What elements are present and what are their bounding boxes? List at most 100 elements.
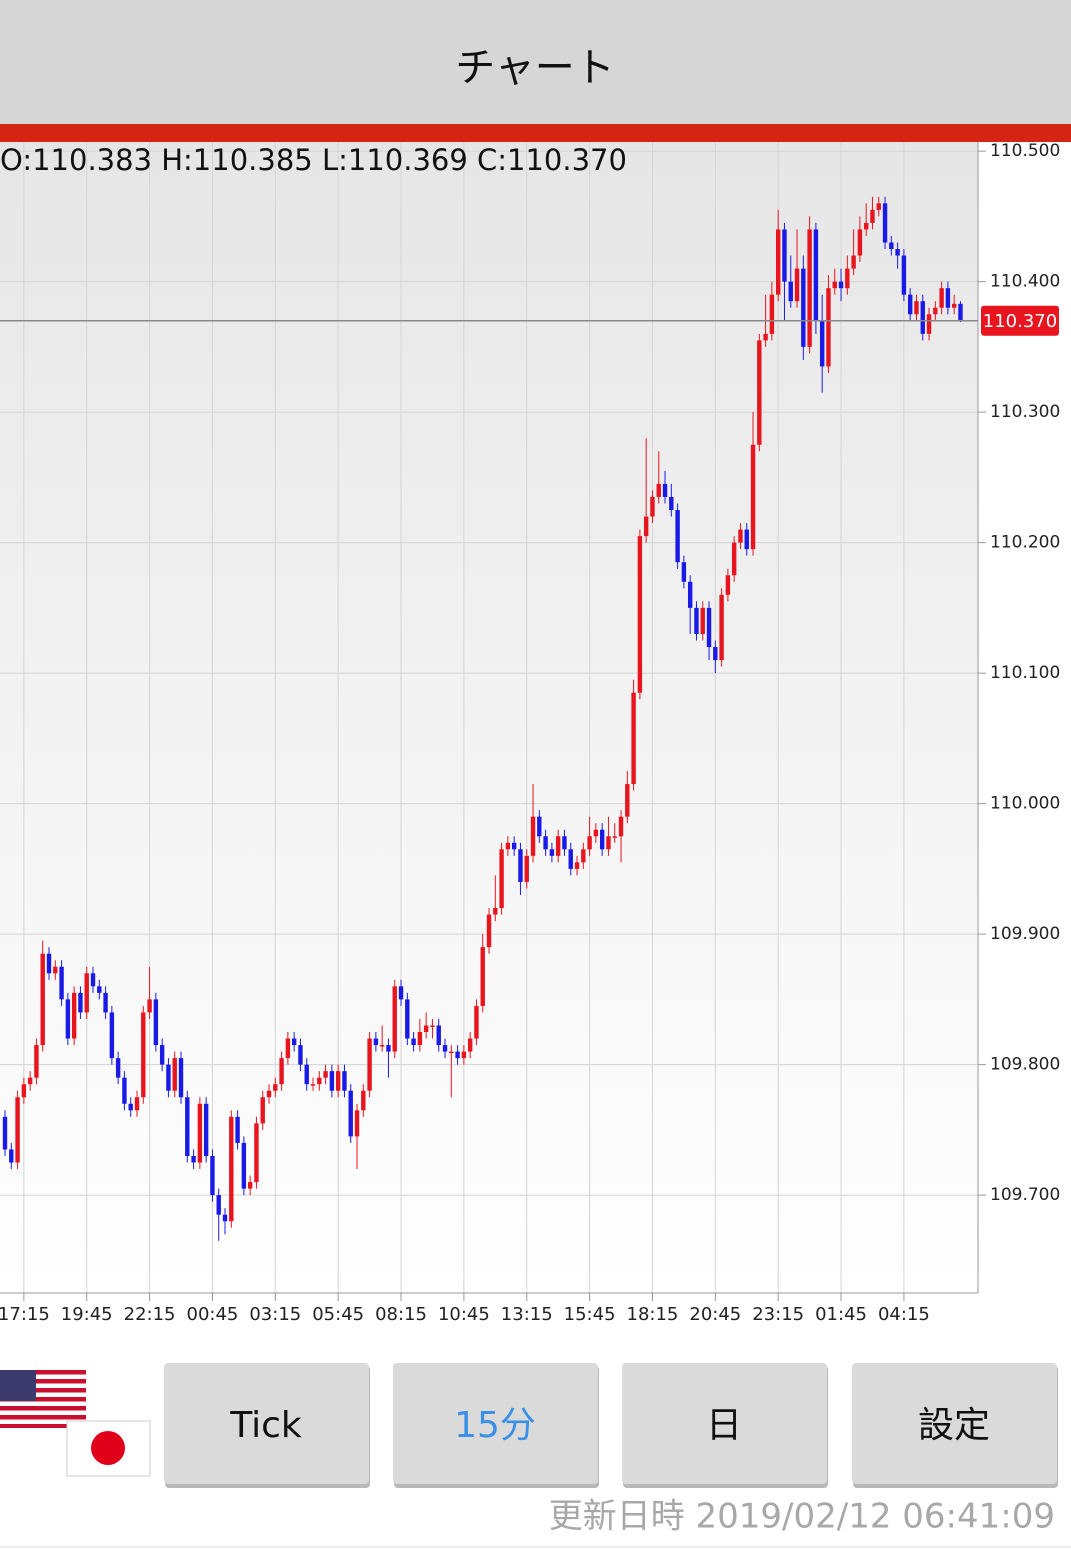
candle-body [631, 692, 636, 785]
last-price-box [981, 305, 1059, 336]
header-bar [0, 0, 1071, 124]
candle-body [493, 908, 498, 915]
candle-body [185, 1097, 190, 1156]
candle-body [851, 255, 856, 269]
candle-body [769, 294, 775, 334]
candle-body [65, 999, 71, 1039]
candle-body [763, 333, 768, 341]
candle-body [807, 229, 812, 347]
accent-bar [0, 124, 1071, 142]
button-face[interactable] [622, 1363, 827, 1484]
candle-body [90, 973, 96, 987]
candle-body [581, 849, 586, 863]
candle-body [713, 647, 718, 661]
candle-body [700, 607, 705, 634]
candle-body [794, 268, 800, 302]
candle-body [430, 1025, 435, 1027]
button-label[interactable]: Tick [229, 1405, 302, 1446]
x-tick-label: 05:45 [312, 1304, 364, 1325]
x-tick-label: 20:45 [689, 1304, 741, 1325]
candle-body [738, 529, 743, 543]
candle-body [775, 229, 781, 295]
x-tick-label: 19:45 [61, 1304, 113, 1325]
candle-body [367, 1038, 372, 1091]
candle-body [417, 1032, 423, 1046]
candle-body [134, 1097, 140, 1111]
plot-area [0, 142, 978, 1293]
candle-body [530, 816, 536, 856]
candle-body [260, 1097, 265, 1124]
candle-body [882, 203, 888, 243]
candle-body [587, 836, 592, 850]
y-tick-label: 110.500 [990, 141, 1060, 161]
candle-body [53, 966, 58, 974]
x-tick-label: 23:15 [752, 1304, 804, 1325]
header-title: チャート [455, 45, 615, 91]
tab-button[interactable]: Tick [164, 1363, 370, 1488]
candle-body [499, 849, 504, 909]
button-label[interactable]: 設定 [918, 1405, 990, 1446]
candle-body [845, 268, 850, 289]
candle-body [694, 607, 699, 634]
candle-body [951, 303, 957, 308]
candle-body [618, 816, 624, 837]
candle-body [109, 1012, 115, 1059]
candle-body [901, 255, 907, 295]
candle-body [159, 1045, 165, 1065]
button-label[interactable]: 日 [706, 1405, 742, 1446]
candle-body [568, 849, 573, 869]
candle-body [304, 1064, 309, 1085]
x-tick-label: 15:45 [564, 1304, 616, 1325]
candle-body [474, 1005, 479, 1039]
candle-body [819, 320, 825, 367]
candle-body [2, 1116, 8, 1150]
candle-body [153, 999, 159, 1046]
candle-body [455, 1051, 460, 1059]
candle-body [379, 1045, 385, 1047]
candle-body [505, 842, 511, 850]
candle-body [122, 1077, 127, 1104]
candle-body [907, 294, 913, 315]
candle-body [241, 1142, 247, 1189]
candle-body [537, 816, 542, 837]
candle-body [574, 862, 580, 869]
us-flag [0, 1370, 86, 1428]
candle-body [335, 1071, 341, 1091]
candle-body [801, 268, 806, 347]
candle-body [625, 784, 630, 817]
button-face[interactable] [164, 1363, 369, 1484]
button-face[interactable] [393, 1363, 598, 1484]
candle-body [480, 947, 485, 1006]
candle-body [34, 1045, 39, 1078]
candle-body [562, 836, 567, 850]
candle-body [744, 529, 749, 550]
candle-body [486, 914, 492, 948]
candle-body [27, 1077, 33, 1085]
candle-body [889, 242, 894, 250]
tab-button[interactable]: 日 [622, 1363, 828, 1488]
last-price-label: 110.370 [983, 311, 1057, 332]
candle-body [442, 1045, 448, 1052]
x-tick-label: 03:15 [249, 1304, 301, 1325]
candle-body [285, 1038, 291, 1059]
candle-body [662, 483, 668, 497]
tab-button[interactable]: 設定 [852, 1363, 1058, 1488]
candle-body [832, 281, 837, 289]
candle-body [958, 303, 963, 321]
candle-body [813, 229, 819, 321]
jp-flag [66, 1420, 151, 1477]
candle-body [71, 992, 77, 1039]
button-label[interactable]: 15分 [454, 1405, 536, 1446]
tab-button[interactable]: 15分 [393, 1363, 599, 1488]
candle-body [656, 483, 661, 497]
candle-body [637, 536, 643, 693]
candle-body [926, 314, 932, 334]
candle-body [920, 301, 925, 334]
candle-body [40, 953, 45, 1046]
candle-body [222, 1214, 228, 1222]
candle-body [895, 249, 900, 256]
x-tick-label: 08:15 [375, 1304, 427, 1325]
candle-body [128, 1103, 133, 1111]
button-face[interactable] [852, 1363, 1057, 1484]
candle-body [141, 1012, 146, 1098]
